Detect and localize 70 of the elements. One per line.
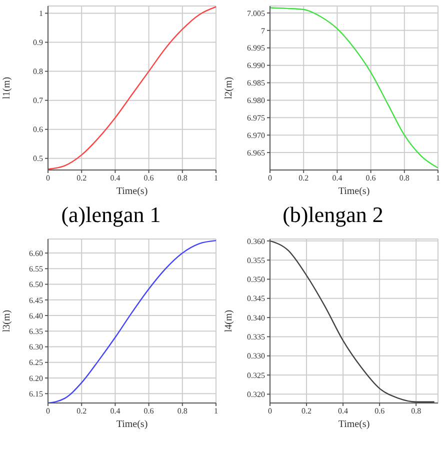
y-tick-label: 6.20: [29, 373, 43, 382]
y-tick-label: 6.965: [247, 148, 265, 158]
y-tick-label: 0.330: [247, 351, 265, 360]
y-tick-label: 0.350: [247, 274, 265, 284]
y-tick-label: 0.345: [247, 294, 265, 303]
y-axis-title: l4(m): [224, 309, 235, 332]
x-tick-label: 0.2: [76, 174, 87, 183]
y-tick-label: 0.5: [33, 154, 43, 164]
y-tick-label: 6.50: [29, 280, 43, 289]
x-tick-label: 0.4: [338, 406, 348, 416]
x-tick-label: 1: [436, 174, 440, 183]
y-tick-label: 6.990: [247, 61, 265, 70]
y-tick-label: 0.355: [247, 255, 265, 264]
x-tick-label: 0.6: [374, 406, 385, 416]
x-tick-label: 0.4: [110, 406, 120, 416]
x-tick-label: 0.4: [332, 174, 342, 183]
y-tick-label: 6.980: [247, 96, 265, 106]
y-tick-label: 6.40: [29, 310, 43, 320]
y-tick-label: 0.8: [33, 67, 43, 76]
y-tick-label: 6.15: [29, 388, 43, 398]
y-axis-title: l1(m): [2, 76, 13, 100]
y-tick-label: 6.985: [247, 78, 265, 88]
x-tick-label: 0.8: [177, 174, 188, 183]
y-tick-label: 0.325: [247, 370, 265, 380]
y-tick-label: 6.60: [29, 248, 43, 258]
x-tick-label: 0.2: [298, 174, 309, 183]
y-tick-label: 0.9: [33, 38, 43, 48]
x-axis-title: Time(s): [338, 186, 370, 197]
y-axis-title: l3(m): [2, 309, 13, 332]
line-series: [48, 6, 216, 170]
y-axis-title: l2(m): [224, 76, 235, 100]
x-tick-label: 0: [268, 174, 272, 183]
x-tick-label: 0: [46, 406, 50, 416]
y-tick-label: 0.335: [247, 332, 265, 342]
y-tick-label: 0.340: [247, 312, 265, 322]
y-tick-label: 6.25: [29, 358, 43, 367]
x-tick-label: 0: [46, 174, 50, 183]
x-tick-label: 0.2: [76, 406, 87, 416]
y-tick-label: 6.970: [247, 130, 265, 140]
y-tick-label: 0.6: [33, 125, 43, 134]
y-tick-label: 6.995: [247, 44, 265, 53]
y-tick-label: 7: [261, 26, 265, 36]
text: (a)lengan 1: [60, 201, 162, 229]
x-tick-label: 0.2: [302, 406, 312, 416]
x-tick-label: 0.6: [366, 174, 376, 183]
x-tick-label: 0.4: [110, 174, 120, 183]
x-axis-title: Time(s): [116, 186, 148, 197]
y-tick-label: 6.30: [29, 342, 43, 352]
line-series: [48, 239, 216, 402]
x-tick-label: 0.6: [144, 406, 154, 416]
y-tick-label: 7.005: [247, 8, 265, 18]
x-axis-title: Time(s): [116, 418, 148, 430]
y-tick-label: 6.45: [29, 295, 43, 304]
y-tick-label: 0.7: [33, 96, 43, 106]
y-tick-label: 0.320: [247, 390, 265, 399]
x-tick-label: 0.8: [177, 406, 188, 416]
x-tick-label: 0.8: [411, 406, 422, 416]
y-tick-label: 0.360: [247, 236, 265, 246]
text: (b)lengan 2: [282, 201, 384, 229]
y-tick-label: 6.55: [29, 264, 43, 274]
line-series: [270, 240, 435, 402]
x-tick-label: 1: [214, 174, 218, 183]
y-tick-label: 6.35: [29, 326, 43, 336]
x-tick-label: 0.6: [144, 174, 154, 183]
x-axis-title: Time(s): [338, 418, 370, 430]
x-tick-label: 1: [214, 406, 218, 416]
y-tick-label: 6.975: [247, 114, 265, 122]
x-tick-label: 0.8: [399, 174, 410, 183]
y-tick-label: 1: [39, 9, 43, 18]
x-tick-label: 0: [268, 406, 272, 416]
